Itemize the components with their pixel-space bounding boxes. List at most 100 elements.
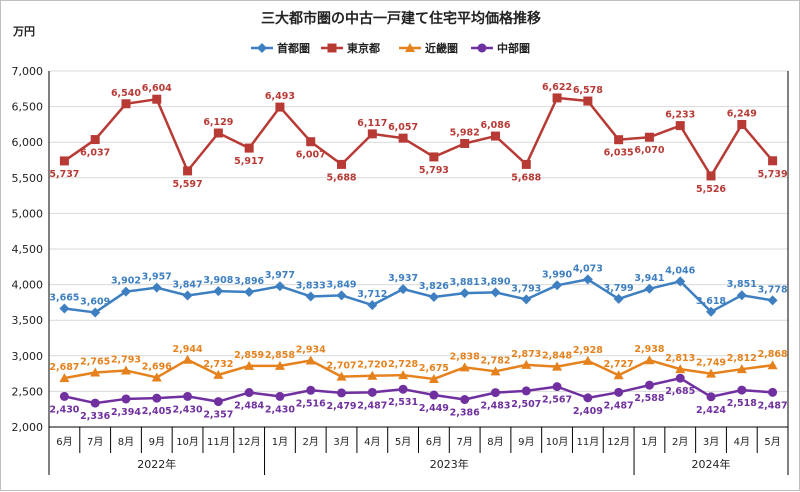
data-label: 6,233 — [665, 110, 695, 121]
data-label: 2,812 — [727, 353, 757, 364]
data-label: 6,129 — [203, 117, 233, 128]
marker-square — [337, 159, 347, 169]
marker-diamond — [367, 300, 378, 311]
data-label: 2,728 — [388, 359, 418, 370]
x-tick-label: 3月 — [703, 436, 719, 448]
marker-triangle — [459, 362, 470, 372]
marker-square — [644, 132, 654, 142]
marker-square — [521, 159, 531, 169]
x-tick-label: 1月 — [641, 436, 657, 448]
marker-diamond — [613, 293, 624, 304]
data-label: 3,977 — [265, 270, 295, 281]
marker-circle — [244, 388, 254, 398]
marker-square — [367, 129, 377, 139]
marker-circle — [490, 388, 500, 398]
marker-square — [306, 137, 316, 147]
marker-square — [275, 102, 285, 112]
data-label: 2,449 — [419, 403, 449, 414]
series-line — [64, 278, 773, 314]
data-label: 2,928 — [573, 345, 603, 356]
marker-triangle — [405, 43, 415, 52]
data-label: 5,982 — [450, 127, 480, 138]
marker-circle — [152, 393, 162, 403]
marker-circle — [706, 392, 716, 402]
data-label: 6,117 — [357, 118, 387, 129]
marker-circle — [59, 391, 69, 401]
x-tick-label: 10月 — [546, 436, 569, 448]
marker-triangle — [59, 373, 70, 383]
marker-triangle — [274, 360, 285, 370]
x-tick-label: 6月 — [56, 436, 72, 448]
marker-circle — [614, 387, 624, 397]
data-label: 2,868 — [758, 349, 788, 360]
data-label: 2,479 — [326, 401, 356, 412]
data-label: 2,531 — [388, 397, 418, 408]
marker-diamond — [459, 288, 470, 299]
y-tick-label: 6,500 — [12, 101, 44, 114]
marker-circle — [306, 385, 316, 395]
y-tick-label: 3,500 — [12, 314, 44, 327]
x-tick-label: 3月 — [333, 436, 349, 448]
x-tick-label: 2月 — [303, 436, 319, 448]
data-label: 2,813 — [665, 353, 695, 364]
x-tick-label: 5月 — [764, 436, 780, 448]
marker-circle — [183, 391, 193, 401]
marker-diamond — [305, 291, 316, 302]
data-label: 3,896 — [234, 276, 264, 287]
data-label: 5,688 — [511, 172, 541, 183]
marker-diamond — [274, 281, 285, 292]
marker-triangle — [582, 355, 593, 365]
year-label: 2024年 — [692, 457, 731, 471]
data-label: 6,057 — [388, 122, 418, 133]
marker-circle — [477, 43, 487, 53]
data-label: 3,890 — [480, 276, 510, 287]
y-tick-label: 6,000 — [12, 136, 44, 149]
data-label: 2,793 — [111, 355, 141, 366]
chart-title: 三大都市圏の中古一戸建て住宅平均価格推移 — [261, 10, 541, 27]
data-label: 6,037 — [80, 148, 110, 159]
marker-square — [429, 152, 439, 162]
data-label: 2,934 — [296, 344, 326, 355]
data-label: 6,007 — [296, 150, 326, 161]
data-label: 3,881 — [450, 277, 480, 288]
marker-circle — [583, 393, 593, 403]
marker-square — [675, 121, 685, 131]
data-label: 2,727 — [604, 359, 634, 370]
marker-square — [121, 99, 131, 109]
x-tick-label: 6月 — [426, 436, 442, 448]
data-label: 2,336 — [80, 411, 110, 422]
legend: 首都圏 東京都 近畿圏 中部圏 — [251, 41, 530, 55]
data-label: 2,483 — [480, 401, 510, 412]
marker-square — [614, 135, 624, 145]
marker-triangle — [706, 368, 717, 378]
x-tick-label: 11月 — [207, 436, 230, 448]
x-tick-label: 12月 — [238, 436, 261, 448]
data-label: 6,086 — [480, 120, 510, 131]
data-label: 2,873 — [511, 349, 541, 360]
data-label: 6,070 — [634, 145, 664, 156]
marker-square — [583, 96, 593, 106]
data-label: 2,484 — [234, 401, 264, 412]
data-label: 2,732 — [203, 359, 233, 370]
marker-circle — [460, 395, 470, 405]
marker-triangle — [182, 354, 193, 364]
x-tick-label: 5月 — [395, 436, 411, 448]
marker-triangle — [644, 355, 655, 365]
data-label: 3,908 — [203, 275, 233, 286]
data-label: 2,749 — [696, 358, 726, 369]
marker-diamond — [552, 280, 563, 291]
marker-triangle — [336, 371, 347, 381]
marker-triangle — [120, 365, 131, 375]
data-label: 2,765 — [80, 357, 110, 368]
legend-item: 首都圏 — [251, 41, 310, 55]
data-label: 2,687 — [49, 362, 79, 373]
data-label: 6,540 — [111, 88, 141, 99]
data-label: 3,609 — [80, 296, 110, 307]
marker-square — [552, 93, 562, 103]
marker-triangle — [675, 364, 686, 374]
marker-triangle — [521, 359, 532, 369]
marker-diamond — [90, 307, 101, 318]
data-label: 5,597 — [173, 179, 203, 190]
marker-circle — [213, 397, 223, 407]
x-tick-label: 10月 — [176, 436, 199, 448]
